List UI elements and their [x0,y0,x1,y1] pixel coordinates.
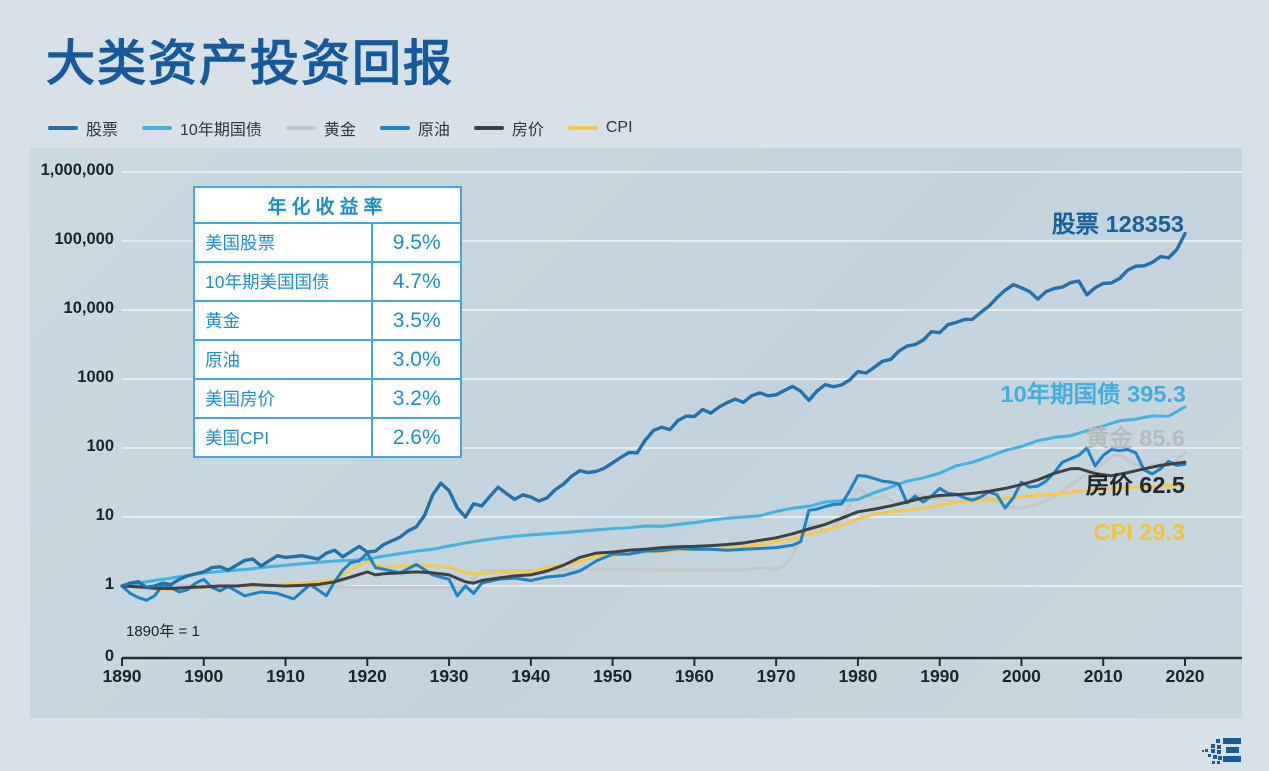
return-value-cell: 4.7% [371,261,462,302]
legend-item-gold: 黄金 [285,116,356,140]
index-base-note: 1890年 = 1 [126,623,200,640]
chart-legend: 股票 10年期国债 黄金 原油 房价 CPI [48,116,633,140]
x-axis-tick-label: 1970 [756,666,796,686]
y-axis-tick-label: 100,000 [54,230,114,248]
y-axis-tick-label: 10,000 [63,299,114,317]
legend-label-oil: 原油 [417,122,450,139]
x-axis-tick-label: 1950 [593,666,633,686]
y-axis-tick-label: 10 [95,506,114,524]
legend-item-treasury: 10年期国债 [142,116,262,140]
oil-line-swatch-icon [379,126,410,130]
legend-label-treasury: 10年期国债 [180,122,262,139]
y-axis-tick-label: 0 [104,647,114,665]
table-row: 美国房价 3.2% [192,378,462,419]
asset-name-cell: 美国股票 [192,222,374,263]
asset-name-cell: 美国CPI [192,417,374,458]
x-axis-tick-label: 1990 [920,666,960,686]
end-label-stocks: 股票 128353 [1052,211,1184,237]
return-value-cell: 3.5% [371,300,462,341]
annualized-return-table: 年化收益率 美国股票 9.5% 10年期美国国债 4.7% 黄金 3.5% 原油… [192,186,462,458]
x-axis-tick-label: 1940 [511,666,551,686]
y-axis-tick-label: 1,000,000 [40,161,114,179]
end-label-gold: 黄金 85.6 [1085,425,1185,451]
y-axis-tick-label: 100 [86,437,114,455]
table-row: 美国股票 9.5% [192,222,462,263]
end-label-treasury: 10年期国债 395.3 [1000,381,1186,407]
x-axis-tick-label: 1960 [674,666,714,686]
asset-name-cell: 黄金 [192,300,374,341]
legend-label-gold: 黄金 [323,122,356,139]
asset-name-cell: 美国房价 [192,378,374,419]
table-header: 年化收益率 [193,186,462,224]
house-line-swatch-icon [473,126,504,130]
stocks-line-swatch-icon [48,126,78,130]
x-axis-tick-label: 2000 [1001,666,1041,686]
x-axis-tick-label: 1980 [838,666,878,686]
asset-name-cell: 原油 [192,339,374,380]
legend-item-cpi: CPI [567,119,633,137]
table-row: 10年期美国国债 4.7% [192,261,462,302]
asset-name-cell: 10年期美国国债 [192,261,374,302]
legend-item-oil: 原油 [379,116,450,140]
x-axis-tick-label: 2020 [1165,666,1205,686]
return-value-cell: 3.2% [371,378,462,419]
y-axis-tick-label: 1 [104,575,114,593]
legend-label-cpi: CPI [605,119,633,136]
end-label-cpi: CPI 29.3 [1093,519,1185,545]
x-axis-tick-label: 1910 [266,666,305,686]
table-row: 黄金 3.5% [192,300,462,341]
cpi-line-swatch-icon [567,126,598,130]
page-title: 大类资产投资回报 [46,37,455,91]
end-label-house: 房价 62.5 [1085,472,1185,498]
x-axis-tick-label: 1900 [184,666,224,686]
x-axis-tick-label: 2010 [1083,666,1123,686]
legend-item-stocks: 股票 [48,116,118,140]
x-axis-tick-label: 1920 [347,666,387,686]
x-axis-tick-label: 1890 [102,666,142,686]
table-row: 原油 3.0% [192,339,462,380]
y-axis-tick-label: 1000 [77,368,114,386]
return-value-cell: 9.5% [371,222,462,263]
legend-label-stocks: 股票 [86,122,119,139]
treasury-line-swatch-icon [142,126,173,130]
return-value-cell: 2.6% [371,417,462,458]
x-axis-tick-label: 1930 [429,666,469,686]
gold-line-swatch-icon [285,126,316,130]
brand-logo-icon [1202,738,1241,764]
legend-label-house: 房价 [511,122,544,139]
table-row: 美国CPI 2.6% [192,417,462,458]
legend-item-house: 房价 [473,116,544,140]
return-value-cell: 3.0% [371,339,462,380]
